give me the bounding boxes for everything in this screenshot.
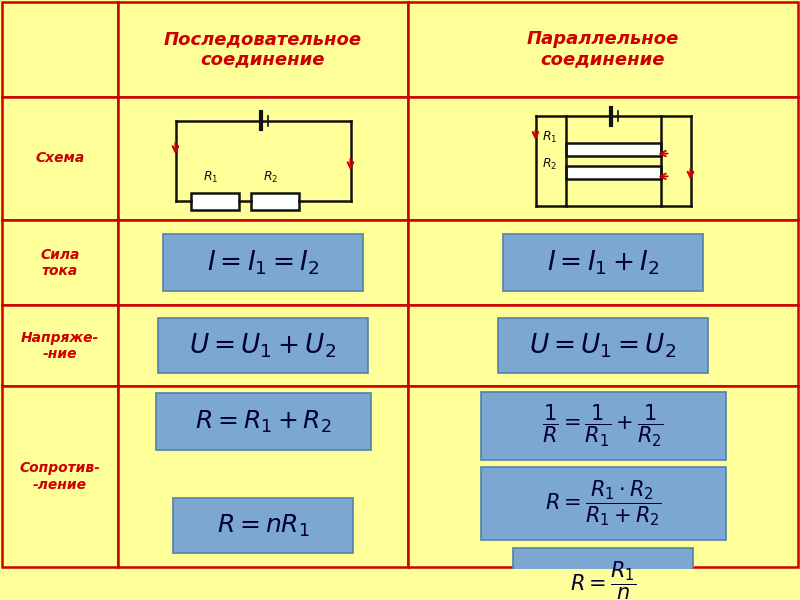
Text: Последовательное
соединение: Последовательное соединение (164, 30, 362, 69)
Bar (2, 97, 118, 220)
Bar (158, 318, 368, 373)
Bar (503, 234, 703, 291)
Bar (566, 166, 661, 179)
Text: $U = U_1 = U_2$: $U = U_1 = U_2$ (530, 331, 677, 360)
Bar (408, 305, 798, 386)
Text: $I = I_1 + I_2$: $I = I_1 + I_2$ (546, 248, 659, 277)
Text: $R_1$: $R_1$ (202, 170, 218, 185)
Bar (173, 498, 353, 553)
Bar (566, 143, 661, 157)
Text: Сила
тока: Сила тока (40, 248, 80, 278)
Text: $R = R_1 + R_2$: $R = R_1 + R_2$ (194, 409, 331, 434)
Text: $R = nR_1$: $R = nR_1$ (217, 512, 310, 539)
Bar (190, 193, 238, 210)
Bar (498, 318, 708, 373)
Bar (118, 220, 408, 305)
Bar (118, 97, 408, 220)
Bar (2, 305, 118, 386)
Text: $R = \dfrac{R_1 \cdot R_2}{R_1 + R_2}$: $R = \dfrac{R_1 \cdot R_2}{R_1 + R_2}$ (545, 479, 662, 529)
Bar (118, 386, 408, 567)
Text: $\dfrac{1}{R} = \dfrac{1}{R_1} + \dfrac{1}{R_2}$: $\dfrac{1}{R} = \dfrac{1}{R_1} + \dfrac{… (542, 403, 664, 449)
Text: Параллельное
соединение: Параллельное соединение (527, 30, 679, 69)
Bar (163, 234, 363, 291)
Bar (250, 193, 298, 210)
Text: $U = U_1 + U_2$: $U = U_1 + U_2$ (190, 331, 337, 360)
Bar (408, 220, 798, 305)
Text: Напряже-
-ние: Напряже- -ние (21, 331, 99, 361)
Bar (513, 548, 693, 600)
Bar (408, 2, 798, 97)
Text: Схема: Схема (35, 151, 85, 166)
Text: $I = I_1 = I_2$: $I = I_1 = I_2$ (206, 248, 319, 277)
Bar (481, 467, 726, 541)
Text: Сопротив-
-ление: Сопротив- -ление (19, 461, 101, 491)
Bar (155, 393, 370, 450)
Bar (2, 386, 118, 567)
Bar (118, 305, 408, 386)
Text: $R_1$: $R_1$ (542, 130, 558, 145)
Bar (2, 220, 118, 305)
Bar (408, 386, 798, 567)
Bar (408, 97, 798, 220)
Bar (481, 392, 726, 460)
Bar (2, 2, 118, 97)
Text: $R_2$: $R_2$ (263, 170, 278, 185)
Text: $R_2$: $R_2$ (542, 157, 557, 172)
Text: $R = \dfrac{R_1}{n}$: $R = \dfrac{R_1}{n}$ (570, 560, 636, 600)
Bar (118, 2, 408, 97)
